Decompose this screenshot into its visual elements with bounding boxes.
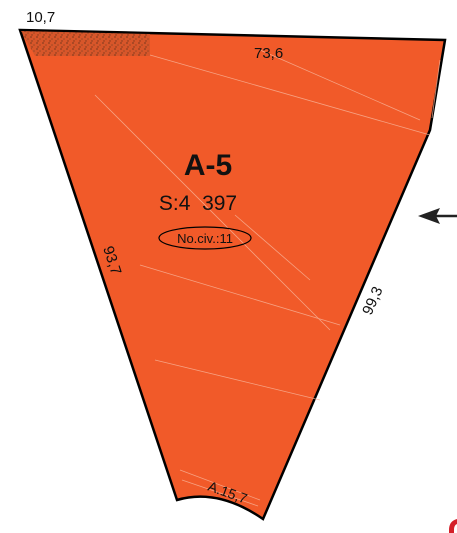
dimension-top-left: 10,7 [26, 9, 55, 26]
parcel-area: S:4 397 [159, 192, 237, 215]
parcel-id: A-5 [184, 149, 232, 182]
left-arrow-icon [418, 208, 457, 224]
parcel-shape[interactable] [18, 28, 447, 521]
civic-number-ellipse [158, 226, 252, 250]
hatch-lines [94, 49, 441, 507]
dimension-top: 73,6 [254, 45, 283, 62]
speckled-corner [21, 31, 150, 56]
dimension-right: 99,3 [359, 284, 386, 318]
red-partial-label [449, 519, 457, 533]
civic-number: No.civ.:11 [177, 231, 233, 246]
